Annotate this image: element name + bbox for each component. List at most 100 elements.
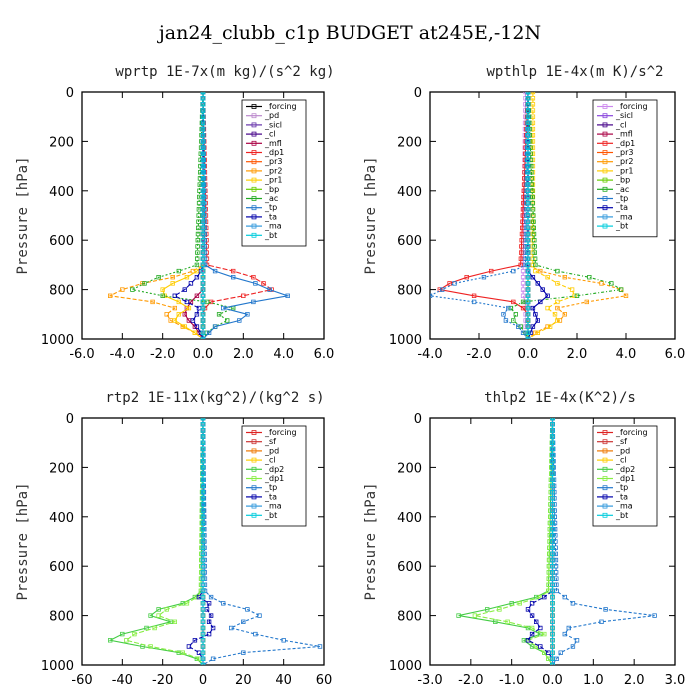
series-point: [525, 268, 531, 274]
series-point: [525, 163, 531, 169]
legend-label: _tp: [615, 194, 628, 203]
series-point: [530, 324, 536, 329]
series-point: [518, 262, 523, 268]
series-point: [550, 471, 555, 476]
x-tick-label: -20: [152, 673, 173, 688]
series-point: [430, 293, 433, 298]
series-point: [108, 293, 113, 298]
series-point: [525, 120, 531, 126]
series-point: [525, 625, 531, 631]
series-point: [200, 92, 206, 95]
series-point: [550, 570, 555, 575]
series-point: [208, 613, 214, 618]
series-point: [550, 650, 555, 655]
series-point: [200, 502, 206, 507]
series-point: [200, 496, 206, 501]
series-point: [184, 299, 190, 305]
x-tick-label: 0.0: [518, 347, 539, 362]
series-point: [525, 324, 531, 329]
y-tick-label: 200: [397, 461, 422, 476]
legend: _forcing_sf_pd_cl_dp2_dp1_tp_ta_ma_bt: [592, 425, 658, 527]
series-point: [501, 312, 506, 317]
series-point: [148, 613, 153, 618]
series-point: [525, 299, 531, 305]
series-point: [230, 274, 236, 280]
series-point: [538, 268, 543, 274]
legend-label: _tp: [264, 203, 277, 212]
series-point: [194, 293, 200, 298]
series-point: [542, 631, 547, 637]
y-tick-label: 1000: [389, 659, 422, 674]
y-tick-label: 600: [49, 560, 74, 575]
series-point: [562, 274, 567, 280]
series-point: [200, 170, 206, 175]
series-point: [545, 293, 550, 298]
series-point: [200, 262, 206, 268]
series-point: [160, 287, 165, 292]
series-point: [618, 287, 624, 292]
series-point: [216, 312, 222, 317]
series-point: [550, 582, 555, 587]
series-point: [528, 145, 533, 150]
legend-label: _ma: [615, 502, 633, 511]
x-tick-label: -6.0: [69, 347, 94, 362]
series-point: [509, 601, 514, 606]
x-tick-label: -60: [71, 673, 92, 688]
series-point: [520, 274, 526, 280]
series-point: [570, 601, 576, 606]
series-point: [562, 594, 567, 600]
series-point: [200, 619, 206, 624]
series-point: [530, 200, 535, 206]
legend-label: _bt: [615, 511, 628, 520]
series-point: [142, 281, 147, 286]
legend-marker: [251, 466, 257, 472]
legend-label: _forcing: [615, 428, 648, 437]
x-tick-label: 2.0: [233, 347, 254, 362]
series-point: [439, 287, 445, 292]
series-point: [525, 207, 531, 212]
series-point: [200, 194, 206, 200]
legend-marker: [251, 476, 257, 481]
y-tick-label: 0: [414, 412, 422, 427]
series-point: [200, 244, 206, 249]
series-point: [237, 318, 242, 323]
panel-title: wprtp 1E-7x(m kg)/(s^2 kg): [115, 64, 334, 80]
series-point: [251, 274, 256, 280]
legend-label: _sicl: [264, 120, 282, 129]
series-point: [550, 440, 555, 445]
series-point: [505, 619, 510, 624]
series-point: [550, 483, 555, 489]
series-point: [200, 564, 206, 569]
series-point: [550, 421, 555, 427]
series-point: [212, 268, 218, 274]
series-point: [547, 527, 553, 532]
x-tick-label: 1.0: [583, 673, 604, 688]
series-point: [200, 631, 206, 637]
series-point: [488, 268, 494, 274]
series-line: [527, 92, 576, 339]
x-tick-label: 6.0: [314, 347, 335, 362]
series-point: [517, 601, 522, 606]
series-point: [530, 188, 535, 193]
series-point: [550, 662, 555, 665]
legend-marker: [251, 503, 257, 509]
series-point: [176, 312, 181, 317]
series-point: [164, 312, 169, 317]
series-point: [550, 619, 555, 624]
series-line: [474, 418, 554, 665]
series-point: [200, 225, 206, 231]
series-point: [206, 601, 212, 606]
y-axis-label: Pressure [hPa]: [15, 156, 31, 274]
series-point: [200, 287, 206, 292]
series-point: [168, 318, 173, 323]
legend-label: _forcing: [615, 102, 648, 111]
x-tick-label: 6.0: [665, 347, 686, 362]
series-point: [206, 631, 212, 637]
series-point: [471, 293, 477, 298]
series-point: [164, 607, 169, 612]
series-point: [200, 96, 206, 101]
x-tick-label: 0.0: [193, 347, 214, 362]
x-tick-label: 40: [275, 673, 292, 688]
series-point: [550, 625, 555, 631]
series-point: [200, 114, 206, 119]
